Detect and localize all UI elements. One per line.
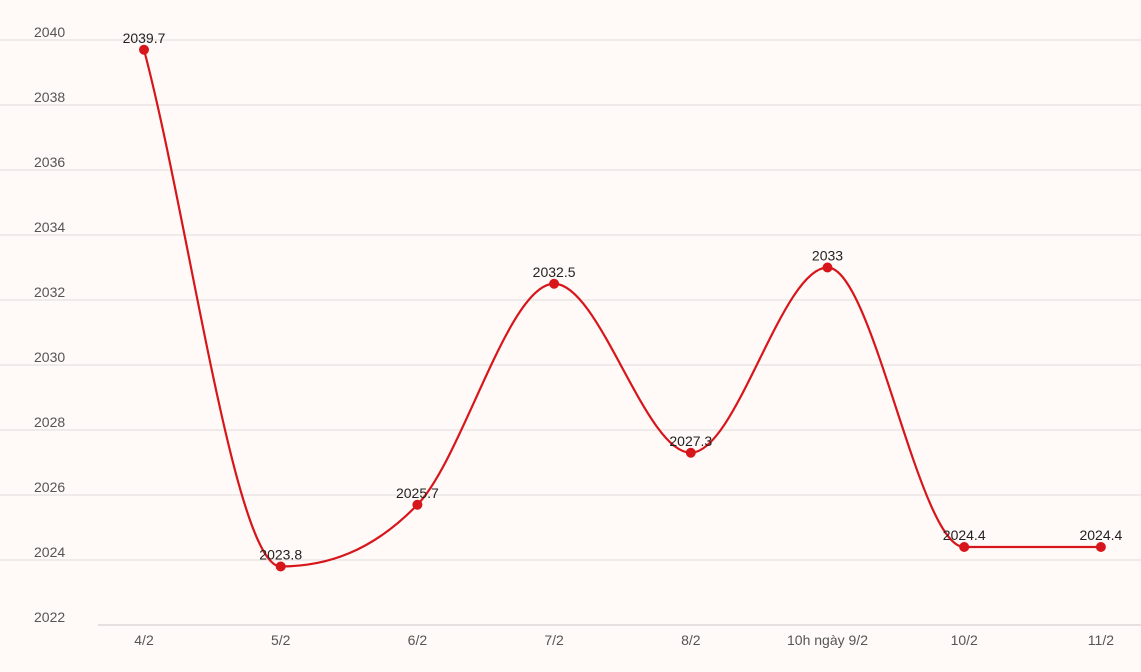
y-tick-label: 2022 (34, 609, 65, 625)
data-label: 2024.4 (1079, 527, 1122, 543)
y-axis: 2022 2024 2026 2028 2030 2032 2034 2036 2038 2040 (34, 24, 65, 625)
data-point (412, 499, 423, 510)
x-tick-label: 8/2 (681, 632, 701, 648)
data-label: 2027.3 (669, 433, 712, 449)
y-tick-label: 2030 (34, 349, 65, 365)
x-tick-label: 6/2 (408, 632, 428, 648)
data-point (275, 561, 286, 572)
data-label: 2033 (812, 248, 843, 264)
y-tick-label: 2024 (34, 544, 65, 560)
y-tick-label: 2040 (34, 24, 65, 40)
y-tick-label: 2038 (34, 89, 65, 105)
x-tick-label: 7/2 (544, 632, 564, 648)
data-point (139, 44, 149, 55)
data-point (685, 447, 696, 458)
y-tick-label: 2036 (34, 154, 65, 170)
x-tick-label: 11/2 (1088, 632, 1114, 648)
data-labels: 2039.7 2023.8 2025.7 2032.5 2027.3 2033 2024.4… (123, 30, 1123, 563)
series-group (139, 44, 1106, 572)
x-tick-label: 10h ngày 9/2 (787, 632, 868, 648)
y-tick-label: 2032 (34, 284, 65, 300)
series-line (142, 49, 1101, 568)
data-point (549, 278, 560, 289)
data-label: 2025.7 (396, 485, 439, 501)
data-label: 2032.5 (533, 264, 576, 280)
x-tick-label: 10/2 (951, 632, 978, 648)
data-point (822, 262, 833, 273)
data-label: 2023.8 (259, 547, 302, 563)
x-tick-label: 4/2 (134, 632, 154, 648)
data-label: 2039.7 (123, 30, 166, 46)
data-point (1095, 542, 1106, 552)
y-tick-label: 2026 (34, 479, 65, 495)
data-label: 2024.4 (943, 527, 986, 543)
y-tick-label: 2034 (34, 219, 65, 235)
data-point (959, 542, 970, 552)
y-tick-label: 2028 (34, 414, 65, 430)
x-axis: 4/2 5/2 6/2 7/2 8/2 10h ngày 9/2 10/2 11/2 (134, 632, 1114, 648)
gridlines (0, 39, 1141, 626)
x-tick-label: 5/2 (271, 632, 291, 648)
